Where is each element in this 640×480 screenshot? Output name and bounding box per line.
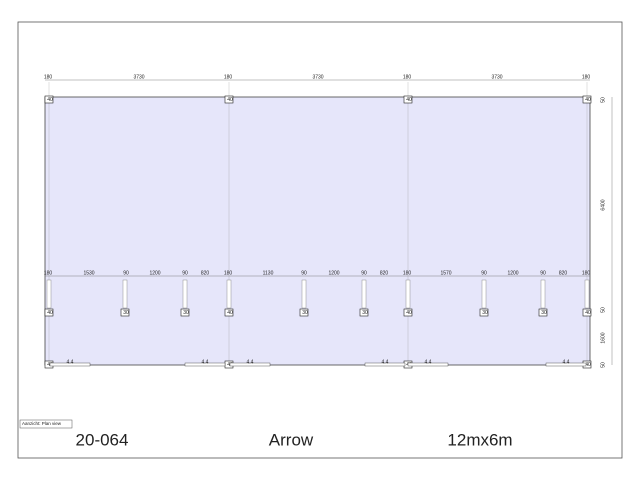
post-base: [403, 308, 413, 317]
dimension-label: 50: [600, 97, 606, 103]
dimension-label: 3730: [312, 74, 323, 80]
dimension-label: 1570: [440, 270, 451, 276]
dimension-label: 1200: [149, 270, 160, 276]
dimension-label: 3730: [133, 74, 144, 80]
post-label: 40: [227, 310, 233, 316]
post: [361, 279, 367, 309]
beam: [49, 362, 91, 367]
column: [403, 95, 413, 104]
post-base: [538, 308, 548, 317]
dimension-label: 90: [123, 270, 129, 276]
post-base: [479, 308, 489, 317]
beam-label: 4.4: [563, 359, 570, 365]
dimension-label: 180: [582, 74, 591, 80]
dimension-label: 180: [44, 270, 53, 276]
post-base: [359, 308, 369, 317]
post: [584, 279, 590, 309]
column-label: 40: [47, 97, 53, 103]
post: [226, 279, 232, 309]
column: [44, 95, 54, 104]
post-base: [44, 308, 54, 317]
beam-label: 4.4: [382, 359, 389, 365]
beam-label: 4.4: [202, 359, 209, 365]
post-label: 40: [406, 310, 412, 316]
dimension-label: 1200: [328, 270, 339, 276]
post: [405, 279, 411, 309]
column-label: 40: [227, 97, 233, 103]
dimension-label: 1200: [507, 270, 518, 276]
beam: [545, 362, 587, 367]
post-label: 30: [362, 310, 368, 316]
beam-label: 4.4: [67, 359, 74, 365]
dimension-label: 3730: [491, 74, 502, 80]
dimension-label: 820: [380, 270, 389, 276]
dimension-label: 50: [600, 362, 606, 368]
post: [301, 279, 307, 309]
post-base: [120, 308, 130, 317]
view-label: Aanzicht: Plan view: [22, 421, 62, 426]
drawing-size: 12mx6m: [447, 430, 512, 449]
dimension-label: 90: [182, 270, 188, 276]
column: [224, 95, 234, 104]
dimension-label: 180: [403, 74, 412, 80]
beam: [364, 362, 406, 367]
post-base: [180, 308, 190, 317]
beam: [407, 362, 449, 367]
post: [122, 279, 128, 309]
drawing-number: 20-064: [76, 430, 129, 449]
dimension-label: 820: [559, 270, 568, 276]
post-base: [224, 308, 234, 317]
dimension-label: 180: [224, 270, 233, 276]
column-label: 40: [585, 362, 591, 368]
dimension-label: 1530: [83, 270, 94, 276]
post-label: 30: [482, 310, 488, 316]
floor-plan: [44, 96, 591, 366]
beam-label: 4.4: [247, 359, 254, 365]
post: [46, 279, 52, 309]
dimension-label: 90: [481, 270, 487, 276]
post-label: 30: [123, 310, 129, 316]
dimension-label: 820: [201, 270, 210, 276]
post-label: 40: [47, 310, 53, 316]
beam-label: 4.4: [425, 359, 432, 365]
dimension-label: 180: [403, 270, 412, 276]
column: [582, 95, 592, 104]
dimension-label: 1600: [600, 332, 606, 343]
dimension-label: 90: [540, 270, 546, 276]
post: [540, 279, 546, 309]
drawing-name: Arrow: [269, 430, 314, 449]
view-box: [19, 419, 73, 429]
column-label: 40: [585, 97, 591, 103]
post-base: [582, 308, 592, 317]
dimension-label: 50: [600, 307, 606, 313]
dimension-label: 1130: [263, 270, 274, 276]
post-label: 30: [541, 310, 547, 316]
dimension-label: 6400: [600, 199, 606, 210]
post-label: 30: [302, 310, 308, 316]
post: [182, 279, 188, 309]
post-label: 40: [585, 310, 591, 316]
dimension-label: 180: [582, 270, 591, 276]
column-label: 40: [406, 97, 412, 103]
dimension-label: 90: [301, 270, 307, 276]
dimension-label: 180: [44, 74, 53, 80]
post: [481, 279, 487, 309]
post-label: 30: [183, 310, 189, 316]
dimension-label: 90: [361, 270, 367, 276]
post-base: [299, 308, 309, 317]
beam: [184, 362, 226, 367]
beam: [229, 362, 271, 367]
dimension-label: 180: [224, 74, 233, 80]
